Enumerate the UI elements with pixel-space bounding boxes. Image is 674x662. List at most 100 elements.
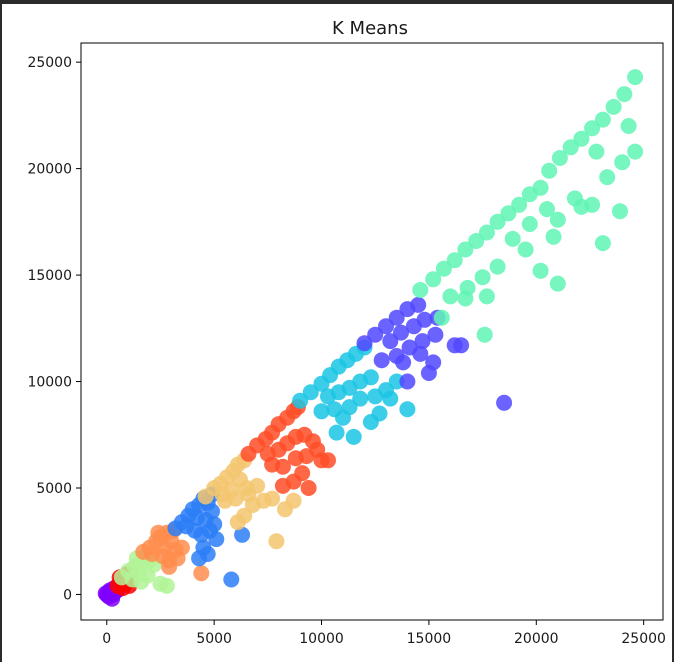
cluster-8-point-14	[427, 326, 444, 343]
x-tick-label: 15000	[407, 631, 452, 647]
cluster-9-point-11	[532, 179, 549, 196]
cluster-9-point-5	[468, 233, 485, 249]
cluster-7-point-13	[313, 403, 330, 420]
y-tick-label: 5000	[36, 481, 72, 497]
cluster-4-point-16	[178, 518, 195, 535]
cluster-6-point-24	[309, 441, 326, 458]
cluster-8-point-22	[496, 394, 513, 411]
cluster-6-point-15	[274, 458, 291, 475]
cluster-6-point-19	[320, 452, 336, 469]
cluster-8-point-13	[414, 333, 431, 350]
window-top-border	[0, 0, 674, 4]
cluster-7-point-0	[292, 392, 309, 409]
cluster-8-point-7	[393, 324, 409, 341]
cluster-9-point-27	[521, 216, 538, 232]
cluster-8-point-23	[453, 337, 470, 354]
cluster-9-point-43	[517, 241, 534, 258]
cluster-7-point-22	[399, 401, 416, 418]
y-tick-label: 15000	[27, 268, 72, 284]
cluster-9-point-32	[599, 169, 616, 186]
cluster-3-point-16	[193, 565, 210, 582]
cluster-8-point-9	[416, 311, 433, 328]
y-tick-label: 20000	[27, 162, 72, 178]
y-axis: 0 5000 10000 15000 20000 25000	[27, 55, 81, 603]
cluster-9-point-45	[588, 143, 605, 160]
cluster-8-point-16	[395, 354, 412, 371]
cluster-5-point-11	[227, 490, 244, 507]
cluster-2-point-13	[158, 577, 175, 594]
y-tick-label: 0	[63, 587, 72, 603]
cluster-4-point-14	[206, 516, 223, 533]
x-tick-label: 5000	[196, 631, 232, 647]
cluster-5-point-22	[214, 486, 231, 503]
cluster-9-point-35	[532, 262, 549, 279]
cluster-6-point-22	[300, 480, 317, 496]
cluster-7-point-24	[345, 428, 362, 445]
cluster-9-point-40	[433, 309, 450, 326]
cluster-8-point-20	[420, 365, 437, 381]
cluster-5-point-17	[264, 490, 281, 507]
cluster-9-point-0	[412, 282, 429, 298]
cluster-9-point-46	[620, 118, 637, 134]
cluster-9-point-16	[584, 120, 601, 137]
cluster-7-point-23	[328, 424, 345, 441]
cluster-9-point-2	[435, 260, 452, 277]
y-tick-label: 25000	[27, 55, 72, 71]
cluster-9-point-38	[594, 235, 611, 252]
cluster-3-point-11	[156, 539, 173, 556]
window-left-border	[0, 0, 2, 662]
cluster-7-point-1	[302, 384, 319, 401]
cluster-7-point-26	[335, 409, 351, 426]
cluster-9-point-19	[616, 86, 633, 103]
cluster-9-point-4	[457, 241, 474, 258]
cluster-8-point-0	[356, 335, 373, 352]
cluster-9-point-1	[425, 271, 442, 288]
cluster-8-point-17	[412, 345, 429, 362]
cluster-9-point-29	[549, 211, 566, 228]
cluster-9-point-25	[478, 288, 495, 305]
x-tick-label: 0	[102, 631, 111, 647]
cluster-9-point-7	[489, 213, 506, 230]
cluster-9-point-41	[457, 290, 474, 307]
cluster-3-point-12	[143, 546, 160, 562]
cluster-9-point-26	[504, 230, 521, 247]
x-tick-label: 25000	[621, 631, 666, 647]
cluster-8-point-21	[399, 373, 416, 390]
x-tick-label: 10000	[299, 631, 344, 647]
cluster-3-point-9	[150, 524, 167, 541]
cluster-8-point-2	[378, 318, 394, 335]
cluster-9-point-12	[541, 162, 558, 179]
cluster-7-point-12	[362, 369, 379, 386]
cluster-5-point-13	[249, 477, 266, 494]
cluster-5-point-20	[285, 492, 302, 509]
cluster-7-point-25	[362, 414, 379, 430]
cluster-4-point-20	[223, 571, 240, 588]
plot-frame	[80, 42, 664, 621]
cluster-5-point-19	[229, 514, 246, 531]
cluster-4-point-9	[204, 503, 220, 520]
cluster-9-point-36	[549, 275, 566, 292]
cluster-9-point-39	[612, 203, 628, 220]
cluster-3-point-15	[173, 539, 190, 556]
points-layer	[97, 69, 644, 607]
y-tick-label: 10000	[27, 375, 72, 391]
cluster-9-point-8	[500, 205, 517, 222]
cluster-9-point-3	[446, 252, 463, 269]
cluster-8-point-3	[388, 309, 405, 326]
cluster-9-point-28	[539, 201, 555, 218]
cluster-9-point-9	[511, 196, 528, 213]
cluster-8-point-1	[367, 326, 384, 343]
cluster-4-point-18	[191, 550, 208, 567]
cluster-8-point-6	[382, 333, 399, 350]
cluster-6-point-23	[274, 477, 291, 494]
cluster-2-point-12	[133, 573, 150, 590]
cluster-3-point-14	[161, 558, 178, 575]
chart-title: K Means	[332, 18, 408, 39]
cluster-7-point-21	[382, 390, 399, 407]
cluster-9-point-20	[627, 69, 644, 86]
cluster-9-point-17	[594, 111, 611, 128]
cluster-8-point-5	[410, 296, 427, 313]
cluster-4-point-19	[234, 526, 251, 543]
cluster-9-point-14	[562, 139, 579, 156]
